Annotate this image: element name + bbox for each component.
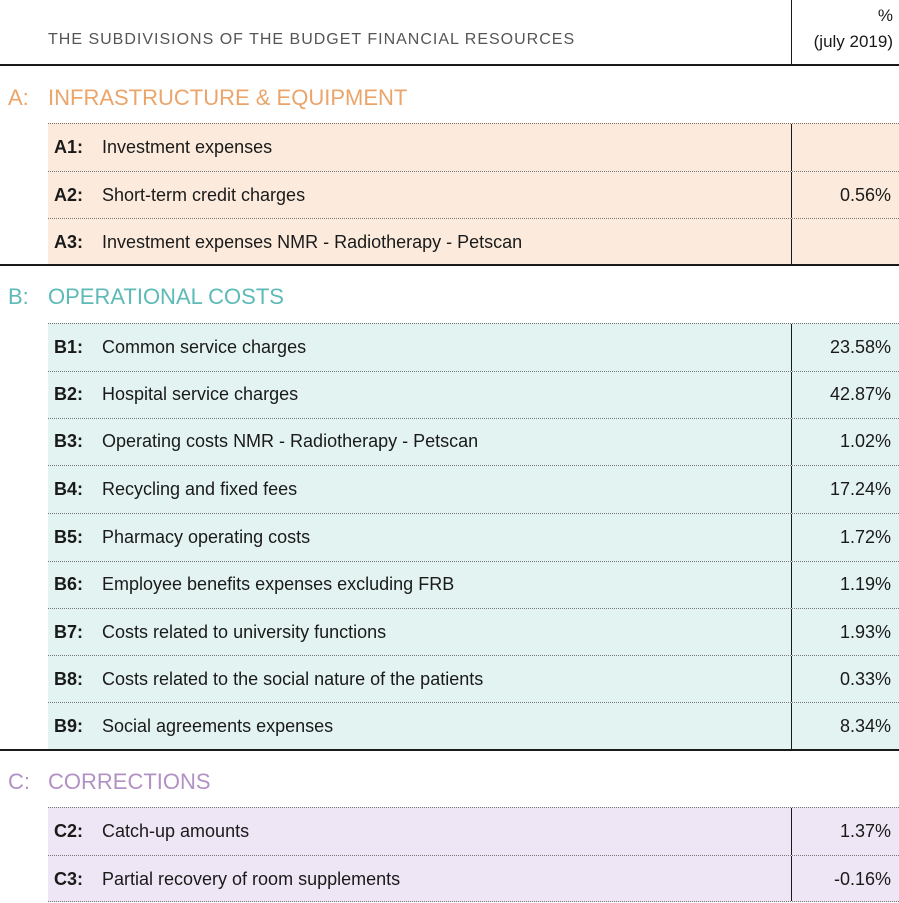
table-row: A2: Short-term credit charges 0.56%	[48, 171, 899, 218]
row-value: 42.87%	[829, 384, 891, 404]
table-row: B5: Pharmacy operating costs 1.72%	[48, 513, 899, 561]
header-column-divider	[791, 0, 792, 64]
row-label: Costs related to university functions	[102, 622, 387, 642]
section-c-title: CORRECTIONS	[48, 769, 211, 794]
row-code: A3:	[54, 232, 84, 252]
column-divider	[791, 219, 792, 264]
section-a-letter: A:	[8, 85, 29, 110]
table-title: THE SUBDIVISIONS OF THE BUDGET FINANCIAL…	[48, 31, 576, 48]
header-rule	[0, 64, 899, 66]
row-value: 1.37%	[839, 821, 891, 841]
row-label: Common service charges	[102, 337, 307, 357]
row-code: B4:	[54, 479, 84, 499]
column-divider	[791, 808, 792, 855]
column-divider	[791, 419, 792, 465]
row-label: Investment expenses NMR - Radiotherapy -…	[102, 232, 523, 252]
column-divider	[791, 562, 792, 608]
row-value: 1.02%	[839, 431, 891, 451]
row-value: 0.56%	[839, 185, 891, 205]
row-code: C2:	[54, 821, 84, 841]
table-row: B1: Common service charges 23.58%	[48, 323, 899, 371]
section-a-rule	[0, 264, 899, 266]
row-value: 1.93%	[839, 622, 891, 642]
column-divider	[791, 656, 792, 702]
row-label: Catch-up amounts	[102, 821, 250, 841]
section-b-heading: B: OPERATIONAL COSTS	[0, 279, 899, 315]
table-row: B3: Operating costs NMR - Radiotherapy -…	[48, 418, 899, 465]
row-value: 1.19%	[839, 574, 891, 594]
row-code: A2:	[54, 185, 84, 205]
percent-symbol: %	[877, 6, 893, 25]
row-label: Pharmacy operating costs	[102, 527, 311, 547]
table-row: B6: Employee benefits expenses excluding…	[48, 561, 899, 608]
section-c-letter: C:	[8, 769, 30, 794]
table-row: C3: Partial recovery of room supplements…	[48, 855, 899, 902]
row-label: Social agreements expenses	[102, 716, 334, 736]
table-row: C2: Catch-up amounts 1.37%	[48, 807, 899, 855]
row-label: Short-term credit charges	[102, 185, 306, 205]
row-value: 8.34%	[839, 716, 891, 736]
column-divider	[791, 703, 792, 749]
section-b-rule	[0, 749, 899, 751]
column-divider	[791, 372, 792, 418]
column-divider	[791, 514, 792, 561]
row-code: B3:	[54, 431, 84, 451]
row-label: Investment expenses	[102, 137, 273, 157]
row-code: B1:	[54, 337, 84, 357]
row-code: A1:	[54, 137, 84, 157]
column-divider	[791, 856, 792, 901]
percent-column-header: % (july 2019)	[793, 3, 893, 55]
row-code: B6:	[54, 574, 84, 594]
table-row: B2: Hospital service charges 42.87%	[48, 371, 899, 418]
row-label: Recycling and fixed fees	[102, 479, 298, 499]
row-label: Employee benefits expenses excluding FRB	[102, 574, 455, 594]
row-label: Hospital service charges	[102, 384, 299, 404]
row-value: 1.72%	[839, 527, 891, 547]
column-divider	[791, 124, 792, 171]
section-a-title: INFRASTRUCTURE & EQUIPMENT	[48, 85, 408, 110]
row-code: B5:	[54, 527, 84, 547]
table-row: A3: Investment expenses NMR - Radiothera…	[48, 218, 899, 264]
row-label: Partial recovery of room supplements	[102, 869, 401, 889]
table-row: B9: Social agreements expenses 8.34%	[48, 702, 899, 749]
section-b-title: OPERATIONAL COSTS	[48, 284, 284, 309]
percent-period: (july 2019)	[813, 32, 893, 51]
row-value: 0.33%	[839, 669, 891, 689]
column-divider	[791, 466, 792, 513]
table-row: A1: Investment expenses	[48, 123, 899, 171]
table-row: B4: Recycling and fixed fees 17.24%	[48, 465, 899, 513]
table-row: B7: Costs related to university function…	[48, 608, 899, 655]
row-value: -0.16%	[833, 869, 891, 889]
row-label: Costs related to the social nature of th…	[102, 669, 484, 689]
section-b-letter: B:	[8, 284, 29, 309]
row-value: 23.58%	[829, 337, 891, 357]
row-code: B7:	[54, 622, 84, 642]
row-code: B9:	[54, 716, 84, 736]
section-a-heading: A: INFRASTRUCTURE & EQUIPMENT	[0, 80, 899, 116]
column-divider	[791, 172, 792, 218]
column-divider	[791, 324, 792, 371]
row-code: B2:	[54, 384, 84, 404]
row-value: 17.24%	[829, 479, 891, 499]
column-divider	[791, 609, 792, 655]
section-c-heading: C: CORRECTIONS	[0, 764, 899, 800]
row-code: B8:	[54, 669, 84, 689]
table-row: B8: Costs related to the social nature o…	[48, 655, 899, 702]
row-label: Operating costs NMR - Radiotherapy - Pet…	[102, 431, 479, 451]
row-code: C3:	[54, 869, 84, 889]
